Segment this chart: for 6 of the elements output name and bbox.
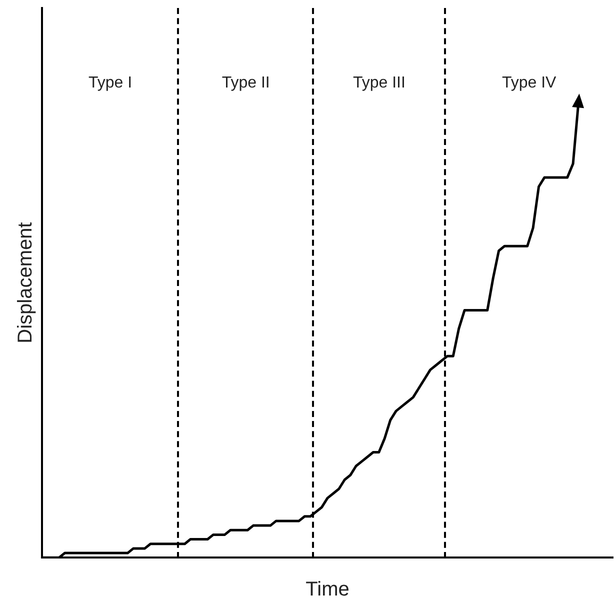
y-axis-title: Displacement [14, 222, 37, 344]
text: Type I [88, 74, 132, 92]
x-axis-title: Time [306, 578, 350, 601]
text: Type III [352, 74, 406, 92]
text: Type IV [502, 74, 557, 92]
text: Type II [222, 74, 270, 92]
